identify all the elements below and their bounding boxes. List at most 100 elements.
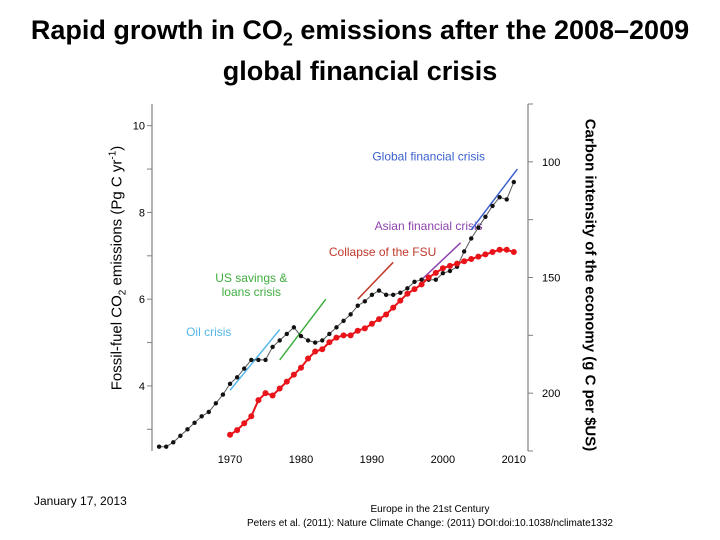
trend-line xyxy=(421,242,462,281)
emissions-point xyxy=(334,325,339,330)
intensity-point xyxy=(418,281,425,288)
emissions-point xyxy=(383,292,389,298)
emissions-point xyxy=(355,303,360,308)
annotation-label: Collapse of the FSU xyxy=(329,245,436,259)
emissions-point xyxy=(163,444,169,449)
intensity-point xyxy=(305,355,312,362)
emissions-point xyxy=(178,433,183,439)
emissions-point xyxy=(483,214,488,219)
citation-line-1: Europe in the 21st Century xyxy=(370,504,490,515)
intensity-point xyxy=(404,290,411,297)
emissions-point xyxy=(156,444,162,449)
intensity-point xyxy=(326,339,333,346)
y-tick-label-right: 100 xyxy=(542,157,560,169)
emissions-point xyxy=(227,381,233,386)
annotation-label: Asian financial crisis xyxy=(375,219,483,233)
emissions-point xyxy=(490,203,495,209)
emissions-point xyxy=(348,312,353,317)
emissions-point xyxy=(440,270,446,276)
intensity-point xyxy=(439,265,446,272)
y-tick-label-left: 8 xyxy=(139,207,145,219)
y-tick-label-left: 10 xyxy=(133,121,145,133)
emissions-point xyxy=(263,357,268,363)
date-footer: January 17, 2013 xyxy=(34,494,127,508)
intensity-point xyxy=(390,304,397,311)
emissions-point xyxy=(256,357,261,363)
emissions-point xyxy=(341,318,346,324)
citation: Europe in the 21st Century Peters et al.… xyxy=(160,503,700,531)
emissions-point xyxy=(497,195,502,200)
title-text-end: emissions after the 2008–2009 xyxy=(292,15,690,45)
intensity-point xyxy=(397,297,404,304)
emissions-point xyxy=(171,440,176,445)
intensity-point xyxy=(468,255,475,262)
intensity-point xyxy=(489,249,496,256)
emissions-point xyxy=(298,333,304,339)
emissions-point xyxy=(284,331,289,337)
x-tick-label: 1980 xyxy=(289,454,313,466)
intensity-point xyxy=(276,385,283,392)
intensity-point xyxy=(510,249,517,256)
emissions-point xyxy=(412,279,417,285)
emissions-point xyxy=(447,268,453,274)
emissions-point xyxy=(270,344,275,350)
emissions-point xyxy=(206,409,211,415)
intensity-point xyxy=(297,364,304,371)
emissions-point xyxy=(327,331,332,337)
emissions-point xyxy=(398,290,403,295)
title-line-2: global financial crisis xyxy=(222,56,498,87)
emissions-point xyxy=(320,338,325,343)
emissions-point xyxy=(234,375,240,380)
emissions-point xyxy=(369,292,375,298)
intensity-point xyxy=(425,274,432,281)
emissions-point xyxy=(469,236,474,241)
emissions-point xyxy=(305,338,311,343)
intensity-point xyxy=(319,346,326,353)
axes: 4 6 8 10 100 150 200 1970 1980 1990 2000 2010 xyxy=(133,103,560,466)
trend-line xyxy=(470,168,518,231)
annotation-label: US savings & xyxy=(215,271,287,285)
emissions-point xyxy=(312,340,318,345)
intensity-point xyxy=(461,258,468,265)
intensity-point xyxy=(333,334,340,341)
intensity-point xyxy=(496,246,503,253)
chart-title: Rapid growth in CO2 emissions after the … xyxy=(0,14,720,87)
intensity-point xyxy=(283,378,290,385)
x-tick-label: 1990 xyxy=(360,454,384,466)
title-text: Rapid growth in CO xyxy=(30,15,283,45)
emissions-point xyxy=(242,366,247,371)
emissions-point xyxy=(391,292,396,298)
intensity-point xyxy=(361,325,368,332)
emissions-point xyxy=(504,197,509,202)
emissions-point xyxy=(277,338,282,343)
emissions-point xyxy=(511,179,517,185)
emissions-point xyxy=(419,277,424,282)
annotation-label: Global financial crisis xyxy=(372,149,485,163)
trend-line xyxy=(357,261,394,300)
annotations: Oil crisis US savings &loans crisis Collap… xyxy=(186,149,518,391)
intensity-point xyxy=(376,316,383,323)
intensity-point xyxy=(411,286,418,293)
intensity-point xyxy=(354,327,361,334)
intensity-point xyxy=(248,413,255,420)
y-tick-label-left: 6 xyxy=(139,294,145,306)
emissions-point xyxy=(461,249,467,254)
intensity-point xyxy=(482,251,489,258)
intensity-point xyxy=(503,246,510,253)
emissions-point xyxy=(476,225,481,230)
intensity-point xyxy=(262,390,269,397)
trend-line xyxy=(279,298,327,361)
y-axis-label-right: Carbon intensity of the economy (g C per… xyxy=(581,118,599,452)
annotation-label: Oil crisis xyxy=(186,325,231,339)
title-line-1: Rapid growth in CO2 emissions after the … xyxy=(0,14,720,55)
intensity-point xyxy=(227,431,234,438)
emissions-point xyxy=(291,325,297,330)
intensity-point xyxy=(269,392,276,399)
x-tick-label: 2010 xyxy=(502,454,526,466)
intensity-point xyxy=(475,253,482,260)
emissions-point xyxy=(362,299,368,304)
intensity-point xyxy=(446,262,453,269)
y-tick-label-left: 4 xyxy=(139,381,145,393)
emissions-point xyxy=(185,427,190,432)
